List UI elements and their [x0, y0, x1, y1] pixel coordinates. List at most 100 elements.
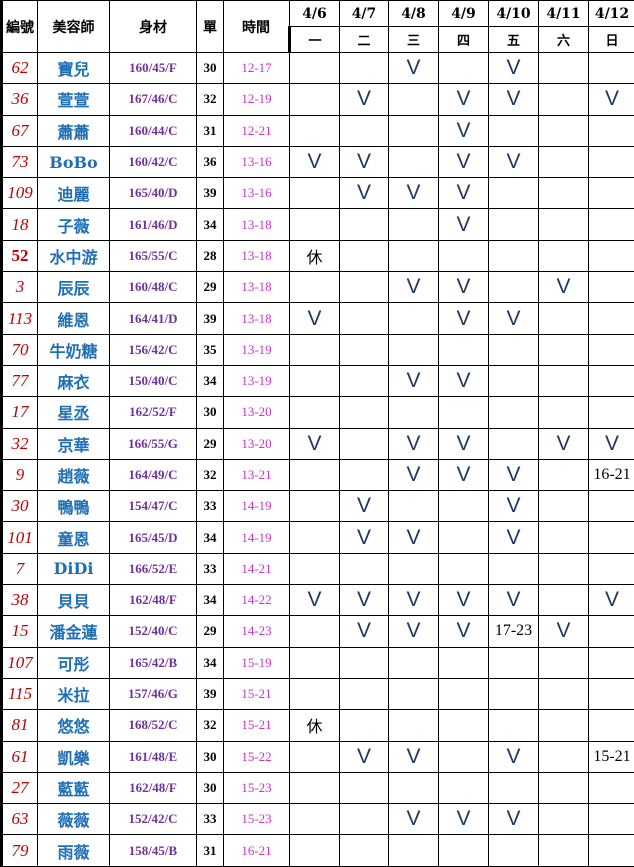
day-cell[interactable] — [489, 428, 539, 459]
day-cell[interactable] — [439, 397, 489, 428]
day-cell[interactable]: V — [340, 491, 389, 522]
day-cell[interactable] — [489, 178, 539, 209]
day-cell[interactable] — [489, 240, 539, 271]
day-cell[interactable]: V — [340, 522, 389, 553]
day-cell[interactable] — [389, 209, 439, 240]
day-cell[interactable] — [539, 209, 589, 240]
day-cell[interactable]: V — [539, 272, 589, 303]
day-cell[interactable] — [290, 804, 340, 835]
day-cell[interactable] — [539, 146, 589, 177]
day-cell[interactable]: V — [439, 365, 489, 396]
day-cell[interactable]: V — [489, 146, 539, 177]
day-cell[interactable]: V — [389, 741, 439, 772]
day-cell[interactable]: V — [489, 741, 539, 772]
day-cell[interactable] — [389, 84, 439, 115]
day-cell[interactable]: V — [389, 585, 439, 616]
day-cell[interactable] — [539, 522, 589, 553]
day-cell[interactable] — [539, 334, 589, 365]
day-cell[interactable] — [439, 647, 489, 678]
day-cell[interactable] — [589, 115, 634, 146]
day-cell[interactable]: V — [439, 272, 489, 303]
day-cell[interactable] — [439, 491, 489, 522]
day-cell[interactable]: V — [439, 146, 489, 177]
day-cell[interactable] — [340, 303, 389, 334]
day-cell[interactable] — [340, 240, 389, 271]
day-cell[interactable] — [389, 146, 439, 177]
day-cell[interactable]: V — [389, 616, 439, 647]
day-cell[interactable] — [539, 459, 589, 490]
day-cell[interactable]: V — [489, 459, 539, 490]
day-cell[interactable] — [539, 772, 589, 803]
day-cell[interactable] — [489, 334, 539, 365]
day-cell[interactable]: V — [340, 616, 389, 647]
day-cell[interactable]: 休 — [290, 710, 340, 741]
day-cell[interactable] — [439, 772, 489, 803]
day-cell[interactable] — [539, 178, 589, 209]
day-cell[interactable]: 16-21 — [589, 459, 634, 490]
day-cell[interactable] — [589, 397, 634, 428]
day-cell[interactable] — [489, 647, 539, 678]
day-cell[interactable]: V — [439, 616, 489, 647]
day-cell[interactable]: 15-21 — [589, 741, 634, 772]
day-cell[interactable] — [489, 397, 539, 428]
day-cell[interactable] — [589, 678, 634, 709]
day-cell[interactable] — [439, 334, 489, 365]
day-cell[interactable]: V — [340, 741, 389, 772]
day-cell[interactable] — [290, 741, 340, 772]
day-cell[interactable] — [589, 491, 634, 522]
day-cell[interactable] — [340, 397, 389, 428]
day-cell[interactable] — [290, 459, 340, 490]
day-cell[interactable]: V — [489, 303, 539, 334]
day-cell[interactable]: V — [439, 209, 489, 240]
day-cell[interactable] — [539, 491, 589, 522]
day-cell[interactable] — [340, 428, 389, 459]
day-cell[interactable] — [589, 303, 634, 334]
day-cell[interactable] — [340, 835, 389, 866]
day-cell[interactable] — [290, 53, 340, 84]
day-cell[interactable]: V — [439, 178, 489, 209]
day-cell[interactable] — [589, 553, 634, 584]
day-cell[interactable] — [489, 710, 539, 741]
day-cell[interactable] — [290, 553, 340, 584]
day-cell[interactable] — [290, 334, 340, 365]
day-cell[interactable]: V — [589, 84, 634, 115]
day-cell[interactable] — [340, 678, 389, 709]
day-cell[interactable] — [489, 772, 539, 803]
day-cell[interactable] — [340, 272, 389, 303]
day-cell[interactable] — [589, 647, 634, 678]
day-cell[interactable] — [389, 710, 439, 741]
day-cell[interactable]: V — [389, 272, 439, 303]
day-cell[interactable] — [340, 209, 389, 240]
day-cell[interactable] — [340, 334, 389, 365]
day-cell[interactable] — [439, 835, 489, 866]
day-cell[interactable] — [340, 459, 389, 490]
day-cell[interactable]: V — [589, 585, 634, 616]
day-cell[interactable] — [340, 647, 389, 678]
day-cell[interactable]: V — [389, 804, 439, 835]
day-cell[interactable] — [539, 303, 589, 334]
day-cell[interactable] — [290, 678, 340, 709]
day-cell[interactable] — [290, 772, 340, 803]
day-cell[interactable] — [290, 397, 340, 428]
day-cell[interactable] — [389, 678, 439, 709]
day-cell[interactable] — [290, 272, 340, 303]
day-cell[interactable] — [589, 522, 634, 553]
day-cell[interactable] — [489, 678, 539, 709]
day-cell[interactable]: V — [439, 804, 489, 835]
day-cell[interactable] — [340, 53, 389, 84]
day-cell[interactable] — [290, 647, 340, 678]
day-cell[interactable] — [439, 710, 489, 741]
day-cell[interactable] — [389, 772, 439, 803]
day-cell[interactable] — [539, 240, 589, 271]
day-cell[interactable] — [539, 397, 589, 428]
day-cell[interactable] — [439, 53, 489, 84]
day-cell[interactable] — [539, 365, 589, 396]
day-cell[interactable] — [489, 209, 539, 240]
day-cell[interactable] — [539, 835, 589, 866]
day-cell[interactable] — [290, 522, 340, 553]
day-cell[interactable]: V — [489, 84, 539, 115]
day-cell[interactable] — [539, 53, 589, 84]
day-cell[interactable] — [539, 585, 589, 616]
day-cell[interactable]: V — [489, 804, 539, 835]
day-cell[interactable] — [489, 115, 539, 146]
